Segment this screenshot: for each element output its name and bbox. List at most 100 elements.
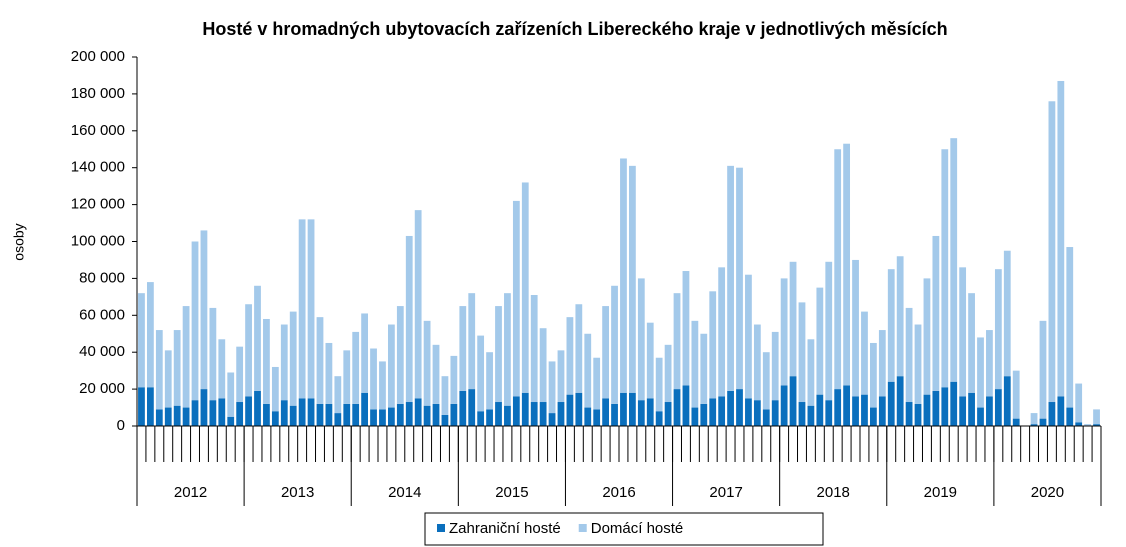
bar-segment — [307, 398, 315, 426]
legend-box — [424, 512, 824, 546]
bar-segment — [155, 409, 163, 426]
bar-segment — [959, 267, 967, 397]
bar-segment — [146, 387, 154, 426]
bar-segment — [834, 389, 842, 426]
bar-segment — [602, 306, 610, 399]
y-tick-label: 60 000 — [79, 306, 125, 323]
bar-segment — [379, 409, 386, 426]
bar-segment — [504, 293, 511, 406]
bar-segment — [486, 409, 493, 426]
bar-segment — [566, 394, 574, 426]
bar-segment — [628, 392, 636, 426]
bar-segment — [1057, 396, 1065, 426]
bar-segment — [611, 403, 618, 426]
bar-segment — [1012, 370, 1020, 419]
bar-segment — [628, 165, 636, 393]
bar-segment — [1048, 101, 1056, 403]
bar-segment — [575, 392, 583, 426]
bar-segment — [325, 342, 333, 404]
bar-segment — [512, 200, 520, 397]
bar-segment — [432, 344, 440, 404]
y-tick-label: 40 000 — [79, 343, 125, 360]
bar-segment — [789, 376, 797, 426]
bar-segment — [325, 403, 333, 426]
bar-segment — [664, 402, 672, 426]
legend-label: Domácí hosté — [591, 520, 684, 537]
bar-segment — [798, 402, 806, 426]
bar-segment — [878, 396, 886, 426]
year-label: 2017 — [709, 484, 742, 501]
bar-segment — [1093, 409, 1100, 425]
bar-segment — [932, 235, 940, 391]
bar-segment — [807, 339, 815, 406]
bar-segment — [655, 411, 663, 426]
bar-segment — [959, 396, 967, 426]
year-label: 2020 — [1031, 484, 1064, 501]
bar-segment — [280, 400, 288, 426]
bar-segment — [718, 396, 726, 426]
bar-segment — [941, 387, 949, 426]
bar-segment — [584, 333, 592, 408]
bar-segment — [173, 405, 181, 426]
chart-title: Hosté v hromadných ubytovacích zařízeníc… — [202, 19, 947, 39]
y-tick-label: 20 000 — [79, 380, 125, 397]
bar-segment — [352, 331, 360, 404]
y-tick-label: 200 000 — [71, 48, 125, 65]
bar-segment — [138, 387, 145, 426]
bar-segment — [887, 381, 895, 426]
y-tick-label: 80 000 — [79, 269, 125, 286]
bar-segment — [762, 352, 770, 410]
bar-segment — [387, 407, 395, 426]
bar-segment — [1003, 376, 1011, 426]
bar-segment — [191, 400, 199, 426]
bar-segment — [914, 324, 922, 404]
bar-segment — [753, 400, 761, 426]
bar-segment — [138, 293, 145, 388]
bar-segment — [780, 385, 788, 426]
bar-segment — [1066, 407, 1074, 426]
bar-segment — [994, 269, 1002, 390]
bar-segment — [218, 398, 226, 426]
bar-segment — [548, 413, 556, 426]
bar-segment — [521, 182, 529, 393]
bar-segment — [468, 389, 476, 426]
bar-segment — [977, 407, 984, 426]
bar-segment — [361, 313, 369, 393]
bar-segment — [459, 390, 467, 426]
bar-segment — [771, 331, 779, 401]
legend-swatch — [437, 524, 445, 532]
bar-segment — [245, 304, 252, 397]
bar-segment — [1039, 320, 1047, 419]
bar-segment — [477, 411, 485, 426]
bar-segment — [727, 390, 734, 426]
bar-segment — [923, 394, 931, 426]
bar-segment — [664, 344, 672, 403]
bar-segment — [1093, 424, 1100, 426]
bar-segment — [227, 372, 235, 417]
bar-segment — [637, 278, 645, 401]
bar-segment — [271, 366, 279, 412]
bar-segment — [709, 291, 717, 399]
bar-segment — [1030, 413, 1038, 425]
bar-segment — [1075, 422, 1083, 426]
bar-segment — [977, 337, 984, 408]
bar-segment — [441, 376, 449, 415]
bar-segment — [950, 381, 958, 426]
bar-segment — [548, 361, 556, 414]
bar-segment — [209, 400, 217, 426]
bar-segment — [691, 407, 699, 426]
bar-segment — [423, 405, 431, 426]
bar-segment — [379, 361, 386, 410]
y-tick-label: 180 000 — [71, 85, 125, 102]
bar-segment — [271, 411, 279, 426]
bar-segment — [593, 357, 601, 410]
bar-segment — [236, 346, 244, 403]
bar-segment — [334, 413, 342, 426]
bar-segment — [414, 210, 422, 399]
bar-segment — [200, 389, 208, 426]
year-label: 2014 — [388, 484, 421, 501]
year-label: 2018 — [817, 484, 850, 501]
bar-segment — [254, 390, 261, 426]
bar-segment — [682, 271, 690, 386]
bar-segment — [396, 403, 404, 426]
